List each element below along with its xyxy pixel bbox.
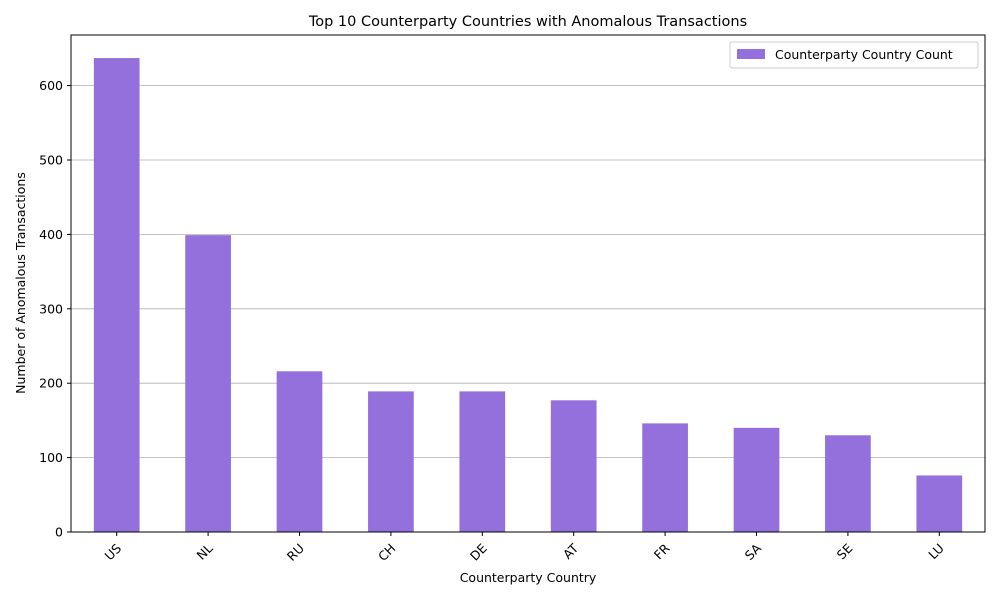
x-tick-label: FR: [651, 540, 673, 562]
legend-box: [729, 41, 979, 69]
bars: [93, 58, 963, 533]
x-tick-label: CH: [375, 541, 398, 564]
legend-label: Counterparty Country Count: [775, 47, 953, 62]
bar-us: [93, 58, 140, 533]
y-tick-label: 0: [55, 525, 63, 540]
legend: Counterparty Country Count: [729, 41, 979, 69]
bar-de: [459, 391, 506, 532]
x-tick-label: RU: [284, 541, 307, 564]
bar-fr: [642, 423, 688, 532]
bar-ch: [368, 391, 414, 532]
x-axis-ticks: US NL RU CH DE AT FR SA SE LU: [102, 532, 947, 564]
x-tick-label: DE: [467, 541, 490, 564]
y-axis-label: Number of Anomalous Transactions: [13, 172, 28, 394]
x-tick-label: SA: [742, 540, 765, 563]
legend-swatch: [737, 49, 765, 59]
bar-se: [825, 435, 871, 532]
x-tick-label: SE: [834, 541, 856, 563]
x-axis-label: Counterparty Country: [460, 570, 597, 585]
x-tick-label: NL: [193, 541, 215, 563]
y-tick-label: 500: [39, 152, 63, 167]
bar-lu: [916, 475, 963, 532]
bar-at: [550, 400, 597, 532]
bar-ru: [276, 371, 323, 532]
y-tick-label: 600: [39, 78, 63, 93]
bar-nl: [185, 235, 231, 532]
x-tick-label: LU: [925, 541, 947, 563]
plot-frame: [70, 34, 986, 533]
y-tick-label: 200: [39, 376, 63, 391]
y-tick-label: 100: [39, 450, 63, 465]
x-tick-label: US: [102, 541, 125, 564]
chart-title: Top 10 Counterparty Countries with Anoma…: [308, 14, 747, 30]
y-tick-label: 400: [39, 227, 63, 242]
y-axis-ticks: 0 100 200 300 400 500 600: [39, 78, 71, 540]
x-tick-label: AT: [560, 540, 582, 562]
bar-sa: [733, 427, 780, 532]
y-tick-label: 300: [39, 301, 63, 316]
